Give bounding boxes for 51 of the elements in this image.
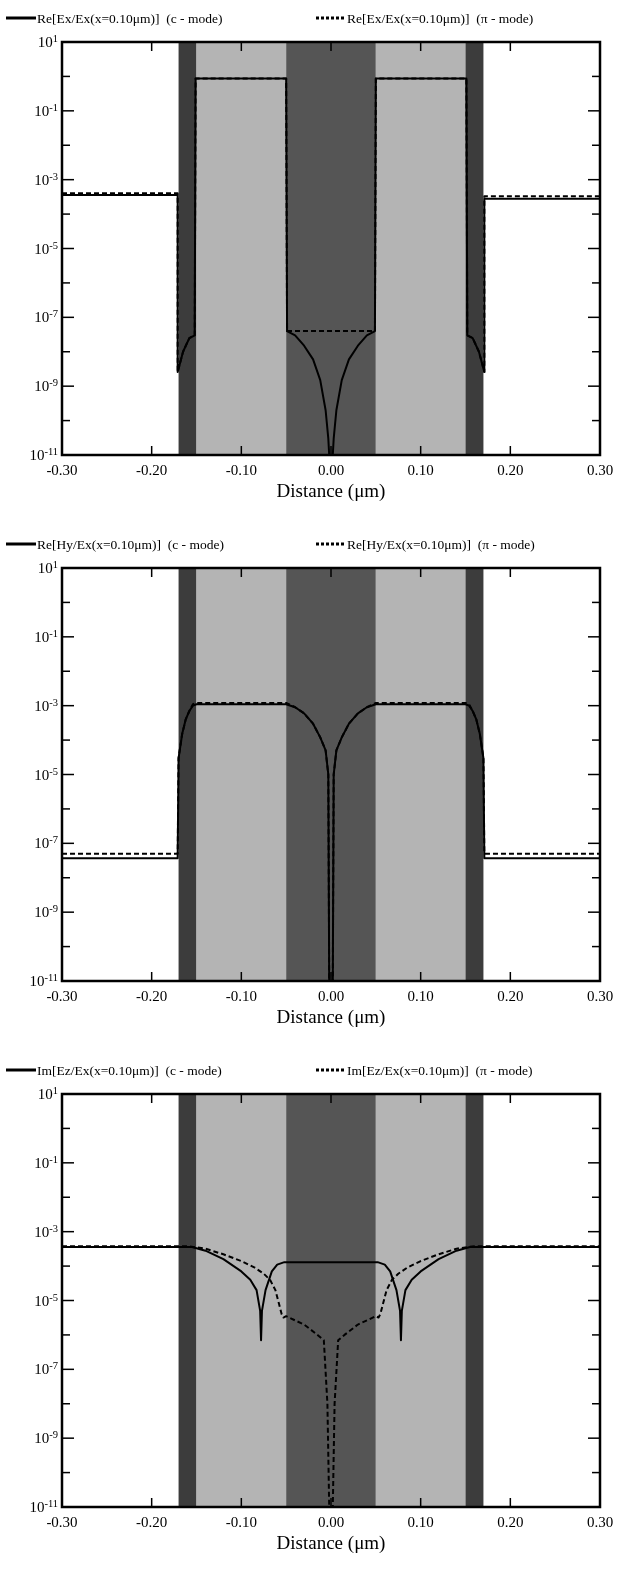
x-tick-label: 0.10: [407, 1514, 434, 1530]
y-tick-label: 10$^{1}$: [37, 1084, 58, 1102]
legend-label: Re[Ex/Ex(x=0.10μm)] (π - mode): [347, 11, 534, 26]
legend-label: Re[Ex/Ex(x=0.10μm)] (c - mode): [37, 11, 223, 26]
x-tick-label: 0.00: [317, 1514, 345, 1530]
y-tick-label: 10$^{-11}$: [29, 445, 58, 463]
x-tick-label: -0.10: [225, 1514, 257, 1530]
x-tick-label: -0.30: [46, 462, 78, 478]
x-tick-label: 0.30: [586, 1514, 614, 1530]
y-tick-label: 10$^{-7}$: [34, 307, 58, 326]
y-tick-label: 10$^{-9}$: [34, 376, 58, 395]
x-axis-title: Distance (μm): [276, 1532, 386, 1554]
x-tick-label: 0.10: [407, 988, 434, 1004]
y-tick-label: 10$^{-3}$: [34, 696, 58, 714]
y-tick-label: 10$^{1}$: [37, 32, 58, 50]
y-tick-label: 10$^{-9}$: [34, 902, 58, 921]
y-tick-label: 10$^{-1}$: [34, 627, 58, 645]
x-axis-title: Distance (μm): [276, 480, 386, 502]
y-tick-label: 10$^{-11}$: [29, 1497, 58, 1515]
x-tick-label: -0.30: [46, 988, 78, 1004]
x-axis-title: Distance (μm): [276, 1006, 386, 1028]
x-tick-label: -0.30: [46, 1514, 78, 1530]
x-tick-label: 0.00: [317, 462, 345, 478]
legend-label: Re[Hy/Ex(x=0.10μm)] (π - mode): [347, 537, 535, 552]
x-tick-label: -0.20: [136, 462, 168, 478]
y-tick-label: 10$^{-5}$: [34, 1291, 58, 1309]
x-tick-label: -0.20: [136, 988, 168, 1004]
y-tick-label: 10$^{-1}$: [34, 101, 58, 119]
x-tick-label: -0.10: [225, 462, 257, 478]
y-tick-label: 10$^{-3}$: [34, 170, 58, 188]
legend-label: Im[Ez/Ex(x=0.10μm)] (π - mode): [347, 1063, 533, 1078]
x-tick-label: -0.10: [225, 988, 257, 1004]
legend-label: Im[Ez/Ex(x=0.10μm)] (c - mode): [37, 1063, 222, 1078]
y-tick-label: 10$^{-11}$: [29, 971, 58, 989]
y-tick-label: 10$^{-7}$: [34, 833, 58, 852]
x-tick-label: 0.30: [586, 988, 614, 1004]
legend-label: Re[Hy/Ex(x=0.10μm)] (c - mode): [37, 537, 224, 552]
y-tick-label: 10$^{-7}$: [34, 1359, 58, 1378]
x-tick-label: 0.10: [407, 462, 434, 478]
x-tick-label: 0.20: [497, 988, 524, 1004]
y-tick-label: 10$^{-5}$: [34, 239, 58, 257]
y-tick-label: 10$^{-5}$: [34, 765, 58, 783]
y-tick-label: 10$^{1}$: [37, 558, 58, 576]
x-tick-label: 0.30: [586, 462, 614, 478]
x-tick-label: -0.20: [136, 1514, 168, 1530]
y-tick-label: 10$^{-9}$: [34, 1428, 58, 1447]
x-tick-label: 0.20: [497, 462, 524, 478]
x-tick-label: 0.20: [497, 1514, 524, 1530]
y-tick-label: 10$^{-3}$: [34, 1222, 58, 1240]
y-tick-label: 10$^{-1}$: [34, 1153, 58, 1171]
x-tick-label: 0.00: [317, 988, 345, 1004]
